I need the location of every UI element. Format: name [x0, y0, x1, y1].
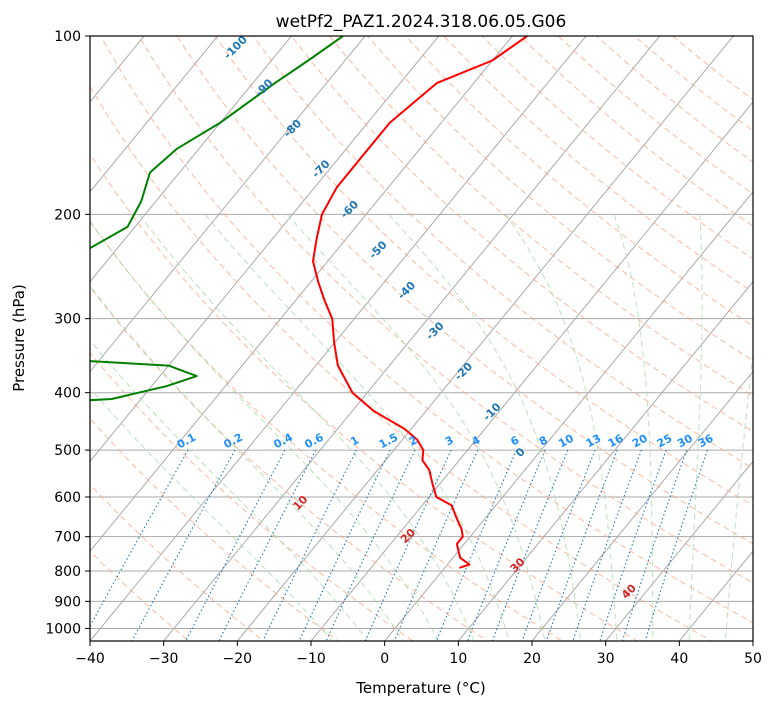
dry-adiabat-line: [90, 85, 713, 641]
mixing-ratio-label: 30: [675, 432, 695, 451]
mixing-ratio-line: [466, 449, 546, 641]
isotherm-line: [90, 36, 219, 193]
series-layer: [90, 36, 528, 569]
y-tick-label: 200: [54, 207, 81, 223]
mixing-ratio-line: [572, 449, 643, 641]
y-tick-label: 800: [54, 564, 81, 580]
isotherm-line: [605, 460, 753, 641]
x-tick-label: 40: [670, 651, 688, 667]
dry-adiabat-line: [405, 36, 753, 327]
mixing-ratio-label: 10: [556, 432, 576, 451]
moist-adiabat-line: [90, 284, 404, 641]
mixing-ratio-line: [262, 449, 357, 641]
x-tick-label: 50: [744, 651, 762, 667]
mixing-ratio-label: 25: [655, 432, 675, 451]
moist-adiabat-line: [90, 339, 369, 641]
y-tick-label: 900: [54, 594, 81, 610]
moist-adiabat-line: [90, 220, 439, 641]
mixing-ratio-line: [131, 449, 236, 641]
mixing-ratio-label: 16: [606, 431, 626, 450]
mixing-ratio-line: [364, 449, 452, 641]
moist-adiabat-line: [138, 213, 475, 641]
x-tick-label: −30: [149, 651, 179, 667]
isotherm-line: [457, 280, 753, 641]
dewpoint-line: [90, 36, 344, 402]
y-tick-label: 300: [54, 312, 81, 328]
y-tick-label: 400: [54, 386, 81, 402]
dry-adiabat-line: [176, 36, 753, 545]
chart-title: wetPf2_PAZ1.2024.318.06.05.G06: [276, 12, 567, 32]
dry-adiabat-line: [290, 36, 753, 433]
mixing-ratio-line: [90, 449, 189, 628]
isotherm-line: [90, 36, 514, 552]
isotherm-line: [90, 36, 440, 463]
x-tick-label: 20: [523, 651, 541, 667]
y-tick-label: 700: [54, 530, 81, 546]
isotherm-line: [384, 191, 753, 641]
x-tick-label: −10: [296, 651, 326, 667]
moist-adiabat-line: [286, 213, 546, 641]
moist-adiabat-line: [505, 214, 618, 641]
y-tick-label: 500: [54, 443, 81, 459]
plot-frame: [89, 35, 754, 642]
isotherm-line: [90, 36, 145, 103]
mixing-ratio-line: [545, 449, 618, 641]
temperature-line: [312, 36, 528, 569]
dry-adiabat-line: [328, 36, 753, 397]
x-tick-label: 0: [380, 651, 389, 667]
x-tick-label: 10: [449, 651, 467, 667]
y-tick-label: 100: [54, 29, 81, 45]
y-tick-label: 1000: [45, 621, 81, 637]
axis-layer: −40 −30 −20 −10 0 10 20 30 40 50 100 200 300 400 500 60…: [45, 29, 762, 667]
mixing-ratio-line: [435, 449, 518, 641]
grid-layer: [90, 36, 753, 641]
isotherm-line: [90, 36, 366, 373]
isotherm-line: [90, 36, 293, 283]
dry-adiabat-line: [138, 36, 753, 584]
dry-adiabat-line: [90, 352, 414, 641]
isotherm-line: [163, 36, 661, 641]
moist-adiabat-line: [204, 213, 510, 641]
mixing-ratio-line: [393, 449, 479, 641]
mixing-ratio-line: [298, 449, 391, 641]
mixing-ratio-line: [599, 449, 667, 641]
mixing-ratio-label: 20: [630, 432, 650, 451]
isotherm-line: [678, 550, 753, 641]
isotherm-line: [236, 36, 735, 641]
x-tick-label: −40: [75, 651, 105, 667]
moist-adiabat-line: [613, 214, 654, 641]
dry-adiabat-line: [367, 36, 753, 362]
moist-adiabat-line: [388, 213, 582, 641]
moist-adiabat-line: [725, 347, 753, 641]
y-tick-label: 600: [54, 490, 81, 506]
mixing-ratio-line: [491, 449, 569, 641]
mixing-ratio-line: [521, 449, 596, 641]
dry-adiabat-line: [90, 153, 639, 641]
mixing-ratio-label: 13: [584, 432, 604, 451]
dry-adiabat-line: [90, 417, 340, 641]
plot-area: 0.1 0.2 0.4 0.6 1 1.5 2 3 4 6 8 10 13 16 20 25 30 36-100-…: [90, 36, 753, 641]
isotherm-line: [531, 370, 753, 641]
isotherm-line: [90, 36, 587, 641]
y-axis-title: Pressure (hPa): [10, 284, 28, 392]
x-tick-label: −20: [223, 651, 253, 667]
mixing-ratio-label: 36: [696, 431, 716, 450]
x-tick-label: 30: [597, 651, 615, 667]
isotherm-line: [310, 101, 753, 641]
mixing-ratio-line: [325, 449, 416, 641]
moist-adiabat-line: [688, 214, 703, 641]
x-axis-title: Temperature (°C): [355, 679, 485, 697]
moist-adiabat-line: [90, 387, 333, 641]
